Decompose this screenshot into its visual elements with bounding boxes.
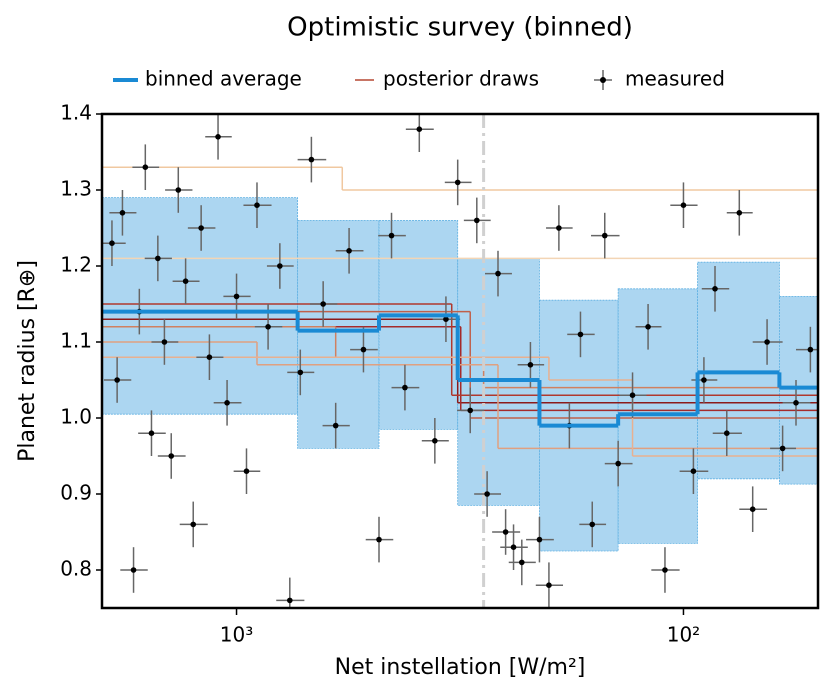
data-point: [454, 179, 461, 186]
data-point: [198, 225, 204, 231]
data-point: [243, 468, 250, 475]
y-tick-label: 1.3: [60, 177, 92, 201]
data-point: [443, 316, 449, 323]
data-point: [712, 286, 718, 292]
legend-label: measured: [625, 67, 725, 91]
data-point: [467, 407, 474, 414]
data-point: [601, 232, 608, 239]
data-point: [518, 559, 525, 566]
data-point: [254, 202, 260, 208]
data-point: [215, 134, 221, 140]
data-point: [432, 438, 438, 444]
data-point: [680, 202, 687, 208]
data-point: [376, 536, 382, 543]
data-point: [502, 529, 509, 535]
data-point: [130, 567, 137, 573]
data-point: [206, 354, 213, 361]
y-tick-label: 0.8: [60, 557, 92, 581]
data-point: [168, 453, 175, 459]
data-point: [332, 422, 339, 429]
data-point: [190, 521, 197, 528]
y-tick-label: 1.1: [60, 329, 92, 353]
data-point: [474, 217, 480, 224]
data-point: [589, 521, 596, 528]
data-point: [793, 400, 799, 406]
data-point: [346, 248, 352, 254]
data-point: [114, 377, 120, 383]
data-point: [736, 210, 743, 216]
data-point: [807, 346, 814, 353]
data-point: [764, 339, 770, 345]
data-point: [142, 164, 149, 170]
data-point: [546, 582, 552, 588]
data-point: [416, 126, 423, 132]
data-point: [320, 301, 326, 307]
data-point: [175, 187, 182, 193]
y-tick-label: 1.2: [60, 253, 92, 277]
data-point: [233, 293, 240, 300]
data-point: [182, 278, 189, 285]
band: [102, 197, 299, 415]
x-tick-label: 10³: [220, 623, 253, 647]
frame: [100, 112, 820, 610]
data-point: [360, 346, 367, 353]
data-point: [388, 232, 395, 239]
x-axis-label: Net instellation [W/m²]: [335, 655, 586, 680]
legend-swatch-measured: [594, 70, 612, 90]
data-point: [577, 331, 584, 338]
data-point: [287, 597, 293, 604]
data-point: [701, 377, 707, 383]
data-point: [495, 270, 501, 277]
data-point: [297, 369, 304, 376]
x-tick-label: 10²: [667, 623, 700, 647]
data-point: [629, 392, 636, 399]
chart-title: Optimistic survey (binned): [287, 13, 633, 43]
data-point: [161, 339, 168, 345]
data-point: [645, 324, 651, 330]
band: [297, 219, 380, 449]
legend-label: posterior draws: [383, 67, 539, 91]
y-tick-label: 1.0: [60, 405, 92, 429]
data-point: [690, 468, 697, 475]
data-point: [749, 506, 756, 512]
data-point: [510, 544, 517, 550]
data-point: [119, 210, 126, 216]
data-point: [779, 445, 786, 452]
y-axis-label: Planet radius [R⊕]: [15, 260, 40, 462]
data-point: [484, 491, 490, 497]
axes: 0.8 0.9 1.0 1.1 1.2 1.3 1.4 10³ 10²: [60, 101, 700, 647]
data-point: [224, 400, 230, 406]
data-point: [402, 384, 408, 391]
data-point: [308, 156, 315, 163]
data-point: [662, 567, 668, 573]
data-point: [556, 225, 562, 231]
y-tick-label: 1.4: [60, 101, 92, 125]
legend: binned average posterior draws measured: [113, 67, 725, 91]
data-point: [148, 430, 155, 437]
data-point: [615, 460, 621, 467]
data-point: [265, 324, 271, 330]
band: [779, 295, 818, 485]
data-point: [155, 255, 161, 262]
data-point: [277, 263, 283, 269]
data-point: [723, 430, 730, 437]
data-point: [527, 362, 534, 368]
plot-area: [102, 114, 818, 608]
y-tick-label: 0.9: [60, 481, 92, 505]
data-point: [109, 240, 115, 246]
data-point: [536, 536, 543, 543]
legend-label: binned average: [145, 67, 302, 91]
